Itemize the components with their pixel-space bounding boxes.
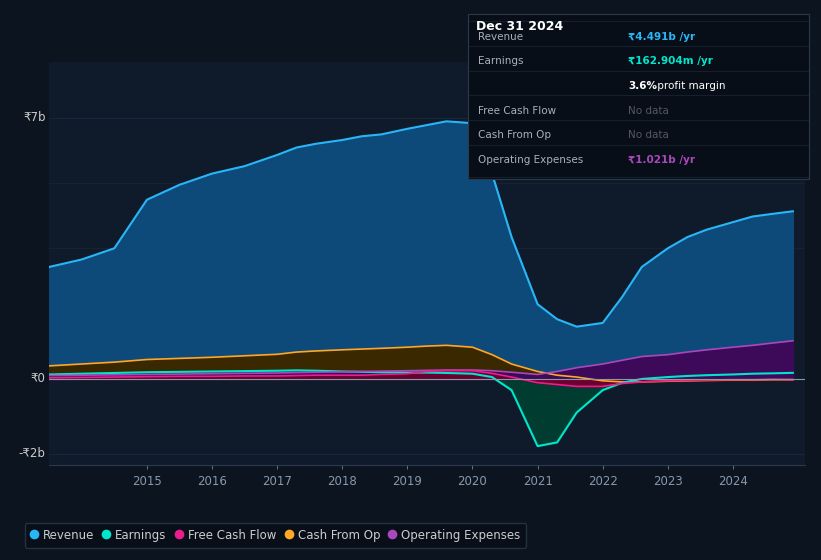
Text: -₹2b: -₹2b (19, 447, 45, 460)
Legend: Revenue, Earnings, Free Cash Flow, Cash From Op, Operating Expenses: Revenue, Earnings, Free Cash Flow, Cash … (25, 523, 526, 548)
Text: No data: No data (628, 130, 669, 141)
Text: No data: No data (628, 106, 669, 116)
Text: Dec 31 2024: Dec 31 2024 (476, 20, 563, 32)
Text: Operating Expenses: Operating Expenses (478, 155, 583, 165)
Text: ₹1.021b /yr: ₹1.021b /yr (628, 155, 695, 165)
Text: 3.6%: 3.6% (628, 81, 657, 91)
Text: Cash From Op: Cash From Op (478, 130, 551, 141)
Text: ₹0: ₹0 (30, 372, 45, 385)
Text: Revenue: Revenue (478, 32, 523, 42)
Text: Free Cash Flow: Free Cash Flow (478, 106, 556, 116)
Text: ₹162.904m /yr: ₹162.904m /yr (628, 57, 713, 67)
Text: profit margin: profit margin (654, 81, 726, 91)
Text: ₹7b: ₹7b (23, 111, 45, 124)
Text: ₹4.491b /yr: ₹4.491b /yr (628, 32, 695, 42)
Text: Earnings: Earnings (478, 57, 523, 67)
